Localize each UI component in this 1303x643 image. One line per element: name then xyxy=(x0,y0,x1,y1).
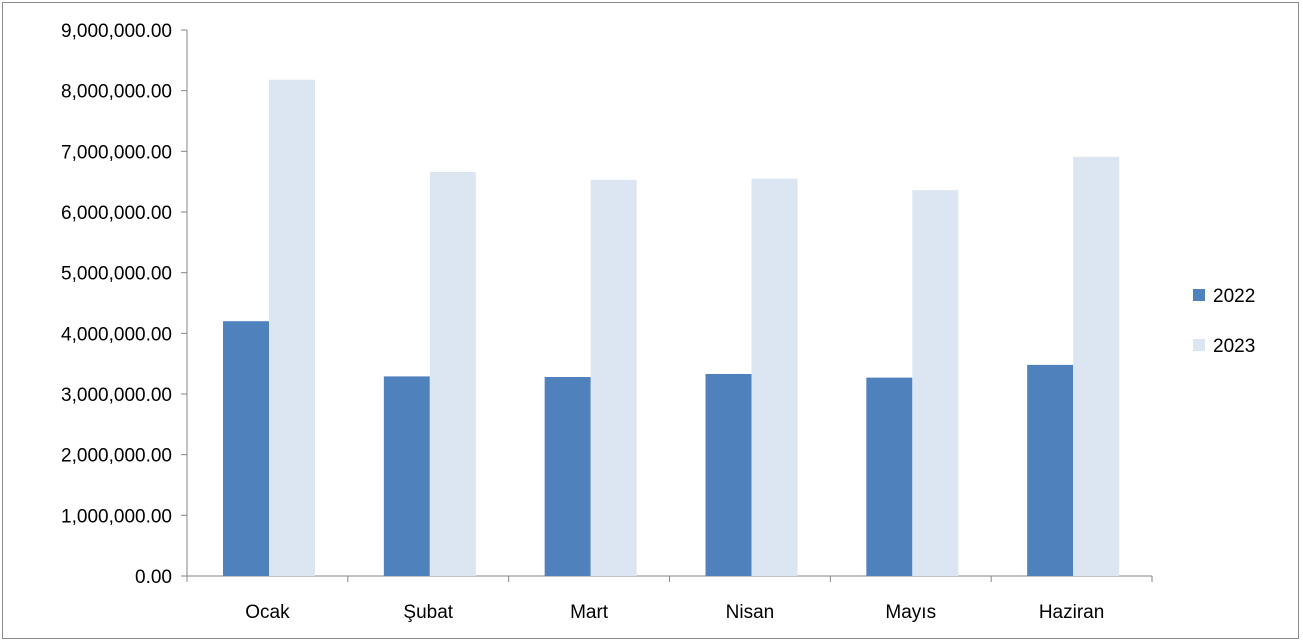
legend-swatch-2023 xyxy=(1193,339,1205,351)
y-tick-label: 7,000,000.00 xyxy=(61,142,172,163)
bar-2022 xyxy=(866,377,913,576)
bar-2022 xyxy=(383,376,430,576)
x-tick-label: Ocak xyxy=(245,602,290,623)
bar-2023 xyxy=(429,171,476,576)
bar-2023 xyxy=(590,179,637,576)
y-tick-label: 0.00 xyxy=(135,567,172,588)
bar-2023 xyxy=(912,190,959,576)
bar-2022 xyxy=(223,321,269,576)
legend-swatch-2022 xyxy=(1193,289,1205,301)
x-tick-label: Mayıs xyxy=(885,602,936,623)
y-tick-label: 3,000,000.00 xyxy=(61,385,172,406)
y-tick-label: 6,000,000.00 xyxy=(61,203,172,224)
bar-2022 xyxy=(544,377,591,576)
y-tick-label: 8,000,000.00 xyxy=(61,82,172,103)
y-tick-label: 9,000,000.00 xyxy=(61,21,172,42)
y-tick-label: 4,000,000.00 xyxy=(61,324,172,345)
x-tick-label: Nisan xyxy=(726,602,775,623)
bar-2022 xyxy=(1027,364,1074,576)
legend-label-2022: 2022 xyxy=(1213,286,1255,307)
bar-2023 xyxy=(1073,156,1120,576)
y-tick-label: 5,000,000.00 xyxy=(61,264,172,285)
bar-2023 xyxy=(751,178,798,576)
bar-2022 xyxy=(705,373,752,576)
x-tick-label: Haziran xyxy=(1039,602,1104,623)
y-tick-label: 2,000,000.00 xyxy=(61,446,172,467)
y-tick-label: 1,000,000.00 xyxy=(61,506,172,527)
bar-2023 xyxy=(269,79,315,576)
x-tick-label: Şubat xyxy=(403,602,453,623)
legend-label-2023: 2023 xyxy=(1213,336,1255,357)
x-tick-label: Mart xyxy=(570,602,609,623)
